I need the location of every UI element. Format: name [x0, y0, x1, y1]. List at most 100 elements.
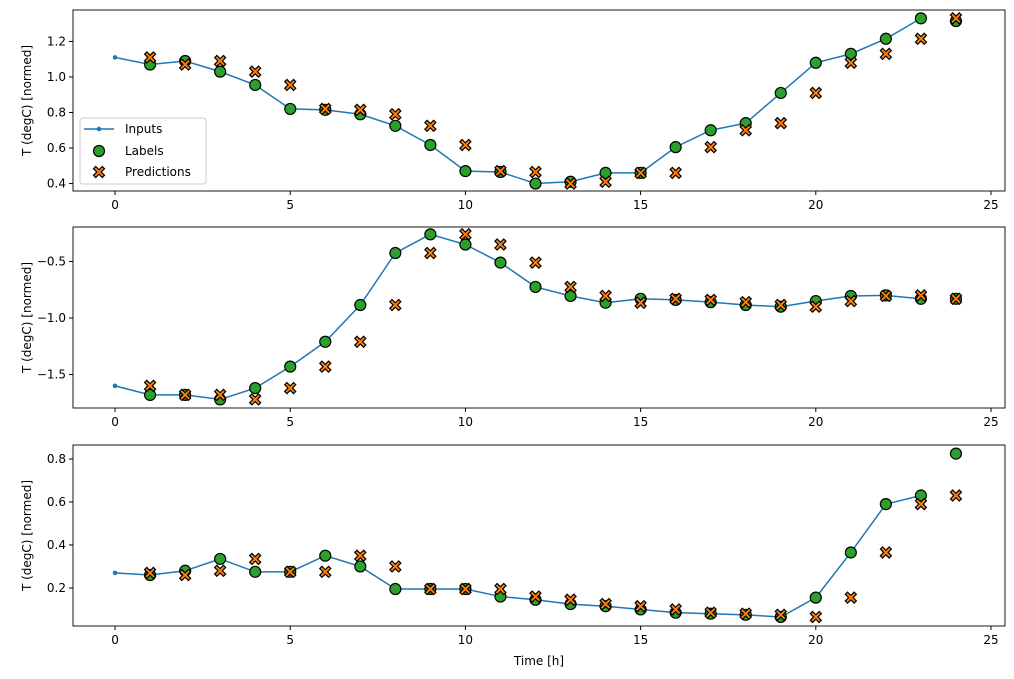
label-point — [284, 360, 297, 373]
label-point — [704, 124, 717, 137]
y-axis-label: T (degC) [normed] — [20, 480, 34, 592]
prediction-marker — [529, 590, 542, 603]
prediction-marker — [92, 165, 106, 179]
label-point — [949, 447, 963, 460]
label-point — [844, 546, 857, 559]
prediction-marker — [213, 388, 227, 402]
axes-frame — [72, 444, 1006, 627]
prediction-marker — [353, 103, 367, 117]
prediction-marker — [879, 546, 893, 559]
label-point — [214, 552, 227, 566]
prediction-marker — [634, 166, 647, 180]
x-tick-label: 10 — [458, 415, 473, 429]
prediction-marker — [459, 227, 472, 241]
prediction-marker — [424, 246, 437, 260]
prediction-marker — [283, 381, 297, 395]
prediction-marker — [494, 164, 507, 178]
prediction-marker — [494, 582, 507, 596]
x-tick-label: 0 — [111, 633, 119, 647]
label-point — [143, 388, 157, 401]
prediction-marker — [669, 603, 682, 616]
prediction-marker — [529, 165, 542, 179]
x-tick-label: 10 — [458, 633, 473, 647]
prediction-marker — [318, 565, 332, 579]
legend-labels-label: Labels — [125, 144, 164, 158]
y-tick-label: 0.6 — [47, 141, 66, 155]
prediction-marker — [178, 388, 192, 402]
prediction-marker — [774, 608, 788, 622]
prediction-marker — [809, 86, 823, 100]
label-point — [669, 141, 682, 154]
legend-frame — [79, 117, 207, 185]
prediction-marker — [529, 256, 542, 269]
input-point — [112, 570, 118, 576]
prediction-marker — [459, 138, 472, 152]
y-axis-label: T (degC) [normed] — [20, 45, 34, 157]
prediction-marker — [704, 606, 718, 620]
prediction-marker — [914, 497, 928, 511]
prediction-marker — [143, 379, 157, 393]
label-point — [424, 228, 437, 241]
label-point — [319, 549, 332, 562]
label-point — [354, 298, 367, 312]
x-tick-label: 5 — [286, 633, 294, 647]
label-point — [389, 246, 402, 260]
prediction-marker — [494, 238, 507, 251]
label-point — [529, 280, 542, 294]
prediction-marker — [669, 292, 682, 306]
label-point — [214, 65, 227, 78]
y-tick-label: 0.2 — [47, 581, 66, 595]
legend: Inputs Labels Predictions — [79, 117, 207, 185]
prediction-marker — [353, 549, 367, 563]
x-axis-label: Time [h] — [513, 654, 565, 668]
x-tick-label: 5 — [286, 198, 294, 212]
prediction-marker — [143, 51, 157, 64]
prediction-marker — [774, 116, 788, 130]
label-point — [459, 165, 472, 178]
label-point — [319, 335, 332, 348]
prediction-marker — [704, 293, 718, 307]
legend-labels-marker — [92, 144, 106, 158]
prediction-marker — [318, 360, 332, 373]
label-point — [284, 102, 297, 116]
y-tick-label: 0.8 — [47, 105, 66, 119]
label-point — [879, 32, 892, 45]
panel-3: 0 5 10 15 20 25 0.2 0.4 0.6 0.8 T (degC) [normed] — [20, 444, 1006, 647]
label-point — [774, 86, 787, 100]
prediction-marker — [914, 32, 928, 46]
label-point — [459, 238, 472, 251]
prediction-marker — [844, 56, 858, 70]
axes-frame — [72, 9, 1006, 192]
label-point — [564, 289, 577, 303]
prediction-marker — [213, 564, 227, 578]
prediction-marker — [213, 54, 227, 68]
prediction-marker — [844, 591, 858, 604]
prediction-marker — [809, 300, 823, 314]
prediction-marker — [739, 123, 753, 137]
inputs-line — [114, 494, 922, 618]
label-point — [249, 78, 262, 92]
prediction-marker — [704, 140, 718, 154]
prediction-marker — [318, 102, 332, 116]
prediction-marker — [388, 560, 402, 573]
label-point — [844, 47, 857, 60]
prediction-marker — [388, 107, 402, 121]
prediction-marker — [809, 610, 823, 624]
label-point — [529, 177, 542, 190]
x-tick-label: 15 — [633, 198, 648, 212]
prediction-marker — [283, 565, 297, 579]
label-point — [389, 582, 402, 596]
prediction-marker — [248, 393, 262, 406]
prediction-marker — [564, 593, 577, 607]
label-point — [249, 565, 262, 578]
input-point — [112, 383, 118, 389]
prediction-marker — [388, 298, 402, 312]
inputs-line — [114, 17, 922, 185]
legend-inputs-label: Inputs — [125, 122, 162, 136]
panel-1: 0 5 10 15 20 25 0.4 0.6 0.8 1.0 1.2 T (degC) [norme… — [20, 9, 1006, 212]
x-tick-label: 0 — [111, 415, 119, 429]
inputs-line — [114, 233, 921, 401]
prediction-marker — [634, 296, 647, 310]
prediction-marker — [564, 177, 577, 190]
